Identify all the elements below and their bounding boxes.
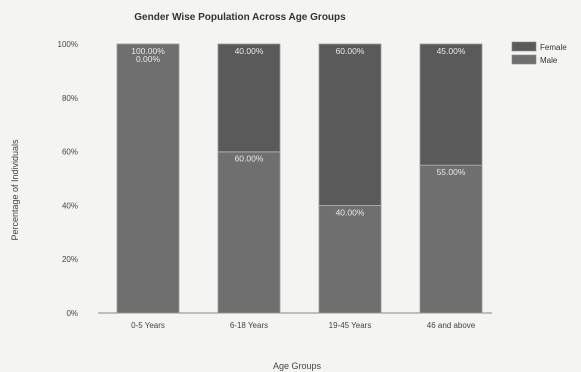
data-label: 60.00% <box>336 46 365 56</box>
legend-label-female: Female <box>540 43 567 52</box>
legend-label-male: Male <box>540 56 558 65</box>
data-label: 100.00% <box>131 46 165 56</box>
x-axis-label: Age Groups <box>273 361 322 371</box>
bar-segment-male <box>116 43 180 314</box>
data-label: 55.00% <box>437 167 466 177</box>
data-label: 40.00% <box>235 46 264 56</box>
y-tick-label: 40% <box>62 201 78 210</box>
data-label: 0.00% <box>136 54 161 64</box>
y-tick-label: 20% <box>62 255 78 264</box>
y-axis-label: Percentage of Individuals <box>10 139 20 241</box>
x-tick-label: 6-18 Years <box>230 321 268 330</box>
legend-swatch-female <box>511 41 537 52</box>
y-tick-label: 80% <box>62 94 78 103</box>
bar-segment-female <box>419 43 483 166</box>
x-tick-label: 46 and above <box>427 321 476 330</box>
y-tick-label: 60% <box>62 148 78 157</box>
chart-title: Gender Wise Population Across Age Groups <box>134 12 346 23</box>
bar-segment-female <box>217 43 281 152</box>
data-label: 60.00% <box>235 154 264 164</box>
bar-segment-male <box>419 164 483 314</box>
y-tick-label: 100% <box>58 40 78 49</box>
x-tick-label: 19-45 Years <box>329 321 372 330</box>
y-tick-label: 0% <box>66 309 78 318</box>
legend-swatch-male <box>511 54 537 65</box>
data-label: 40.00% <box>336 207 365 217</box>
x-tick-label: 0-5 Years <box>131 321 165 330</box>
bar-segment-male <box>318 204 382 314</box>
bar-segment-male <box>217 151 281 314</box>
bar-segment-female <box>318 43 382 206</box>
data-label: 45.00% <box>437 46 466 56</box>
